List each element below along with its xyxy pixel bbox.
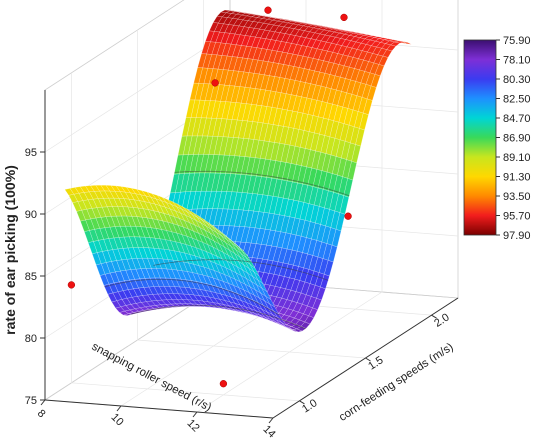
contour-line — [174, 170, 350, 197]
response-surface — [64, 9, 412, 333]
colorbar-label: 97.90 — [503, 230, 531, 242]
z-tick-label: 85 — [25, 271, 37, 283]
z-axis-label: rate of ear picking (100%) — [2, 165, 18, 335]
x-tick-label: 12 — [185, 417, 202, 434]
contour-line — [153, 259, 329, 281]
y-tick — [299, 400, 305, 405]
x-axis-line — [44, 399, 274, 419]
contour-line — [104, 278, 280, 316]
x-tick — [40, 399, 46, 406]
colorbar-label: 91.30 — [503, 172, 531, 184]
colorbar-label: 75.90 — [503, 35, 531, 47]
z-tick-label: 75 — [25, 395, 37, 407]
colorbar-bar — [463, 39, 497, 236]
colorbar-label: 84.70 — [503, 113, 531, 125]
z-tick-label: 90 — [25, 209, 37, 221]
scatter-point — [211, 79, 219, 87]
colorbar-label: 82.50 — [503, 94, 531, 106]
surface-contours — [104, 170, 350, 330]
grid-line — [71, 72, 300, 402]
x-tick-label: 10 — [109, 411, 126, 428]
x-tick — [116, 405, 122, 412]
z-tick-label: 95 — [25, 147, 37, 159]
colorbar: 75.90 78.10 80.30 82.50 84.70 86.90 89.10 91.30… — [463, 35, 531, 242]
scatter-point — [219, 380, 228, 388]
colorbar-label: 89.10 — [503, 152, 531, 164]
colorbar-label: 86.90 — [503, 133, 531, 145]
x-tick — [192, 411, 198, 418]
grid-line — [196, 0, 383, 413]
colorbar-label: 80.30 — [503, 74, 531, 86]
scatter-point — [264, 6, 272, 14]
grid-line — [137, 30, 366, 359]
scatter-point — [340, 13, 348, 22]
colorbar-label: 78.10 — [503, 55, 531, 67]
scatter-points — [67, 6, 352, 388]
surface-cell — [234, 242, 244, 252]
x-tick — [268, 417, 274, 424]
x-axis-label: snapping roller speed (r/s) — [90, 341, 214, 414]
colorbar-label: 95.70 — [503, 211, 531, 223]
x-tick-label: 8 — [35, 407, 48, 420]
scatter-point — [67, 281, 76, 289]
y-axis-label: corn-feeding speeds (m/s) — [337, 341, 456, 424]
x-tick-label: 14 — [261, 423, 278, 440]
scatter-point — [344, 212, 352, 220]
colorbar-label: 93.50 — [503, 191, 531, 203]
y-tick-label: 1.5 — [366, 354, 385, 372]
contour-line — [130, 304, 306, 330]
z-tick-label: 80 — [25, 333, 37, 345]
y-tick — [365, 357, 371, 362]
y-tick — [431, 314, 437, 319]
y-tick-label: 1.0 — [300, 397, 319, 415]
y-tick-label: 2.0 — [432, 311, 451, 329]
